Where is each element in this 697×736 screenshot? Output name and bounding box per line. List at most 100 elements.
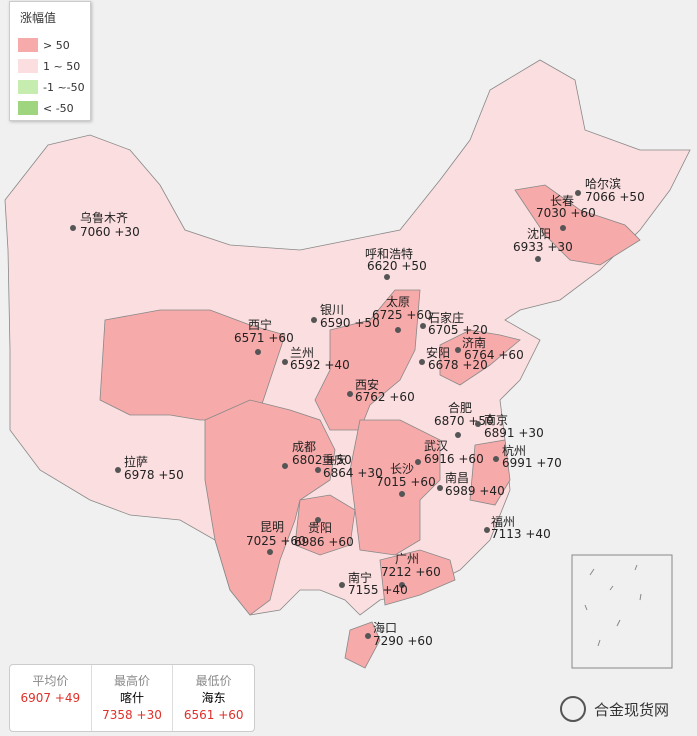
city-price: 6590: [320, 316, 351, 330]
city-value: 7030 +60: [536, 206, 596, 220]
city-price: 6916: [424, 452, 455, 466]
city-name: 呼和浩特: [365, 246, 413, 261]
city-value: 7155 +40: [348, 583, 408, 597]
city-value: 6764 +60: [464, 348, 524, 362]
city-change: +50: [158, 468, 183, 482]
city-dot: [419, 359, 425, 365]
city-dot: [315, 517, 321, 523]
city: 喀什: [120, 691, 145, 705]
city-name: 哈尔滨: [585, 176, 621, 191]
legend-item: > 50: [18, 38, 70, 52]
city-name: 安阳: [426, 345, 450, 360]
city-name: 长沙: [390, 462, 414, 476]
city-price: 7113: [491, 527, 522, 541]
city-dot: [267, 549, 273, 555]
legend: 涨幅值 > 50 1 ~ 50 -1 ~-50 < -50: [9, 1, 91, 121]
city-change: +60: [407, 634, 432, 648]
region-hubei-hunan: [349, 419, 441, 556]
city-price: 6991: [502, 456, 533, 470]
city-change: +60: [570, 206, 595, 220]
city-change: +20: [462, 323, 487, 337]
city-change: +40: [382, 583, 407, 597]
city-price: 6705: [428, 323, 459, 337]
city-change: +30: [357, 466, 382, 480]
city-value: 6933 +30: [513, 240, 573, 254]
city-change: +50: [468, 414, 493, 428]
city-price: 6978: [124, 468, 155, 482]
city-value: 6620 +50: [367, 259, 427, 273]
summary-average: 平均价 6907 +49: [10, 665, 92, 731]
region-guizhou: [294, 494, 356, 556]
city-dot: [455, 347, 461, 353]
city-price: 7290: [373, 634, 404, 648]
legend-item: -1 ~-50: [18, 80, 85, 94]
city-dot: [347, 391, 353, 397]
city-name: 杭州: [502, 443, 526, 458]
city-change: +50: [354, 316, 379, 330]
value: 6561 +60: [183, 708, 244, 722]
city-change: +30: [114, 225, 139, 239]
city-value: 7212 +60: [381, 565, 441, 579]
city-price: 7212: [381, 565, 412, 579]
city-change: +20: [462, 358, 487, 372]
city-dot: [365, 633, 371, 639]
watermark: 合金现货网: [560, 696, 669, 722]
city-dot: [535, 256, 541, 262]
city-value: 6725 +60: [372, 308, 432, 322]
city-name: 拉萨: [124, 454, 148, 469]
city-change: +60: [498, 348, 523, 362]
city-price: 6678: [428, 358, 459, 372]
city-dot: [384, 274, 390, 280]
city-name: 南昌: [445, 470, 469, 485]
city-change: +50: [619, 190, 644, 204]
region-shaanxi-shanxi: [314, 289, 421, 431]
city-value: 6802 +50: [292, 453, 352, 467]
city-dot: [311, 317, 317, 323]
city-price: 6989: [445, 484, 476, 498]
city-name: 海口: [373, 620, 397, 635]
inset-box: [571, 554, 673, 669]
city-change: +60: [415, 565, 440, 579]
value: 7358 +30: [102, 708, 162, 722]
legend-label: < -50: [43, 101, 74, 115]
city-name: 昆明: [260, 520, 284, 534]
city-value: 7066 +50: [585, 190, 645, 204]
city-value: 6592 +40: [290, 358, 350, 372]
city-dot: [484, 527, 490, 533]
city-price: 7015: [376, 475, 407, 489]
city-name: 兰州: [290, 346, 314, 360]
city-value: 6978 +50: [124, 468, 184, 482]
city-value: 6705 +20: [428, 323, 488, 337]
legend-label: -1 ~-50: [43, 80, 85, 94]
summary-panel: 平均价 6907 +49 最高价 喀什 7358 +30 最低价 海东 6561…: [9, 664, 255, 732]
city-name: 西安: [355, 377, 379, 392]
city-change: +60: [406, 308, 431, 322]
city-name: 沈阳: [527, 226, 551, 241]
city-value: 6991 +70: [502, 456, 562, 470]
city-price: 6592: [290, 358, 321, 372]
city-dot: [395, 327, 401, 333]
city-name: 银川: [320, 303, 344, 317]
region-zhejiang: [469, 439, 511, 506]
city-price: 6764: [464, 348, 495, 362]
city-change: +40: [525, 527, 550, 541]
region-jilin: [514, 184, 641, 266]
city-change: +60: [458, 452, 483, 466]
city-name: 长春: [550, 194, 574, 208]
city-dot: [255, 349, 261, 355]
legend-swatch: [18, 101, 38, 115]
city-change: +40: [324, 358, 349, 372]
city-change: +50: [326, 453, 351, 467]
legend-label: > 50: [43, 38, 70, 52]
city-value: 6762 +60: [355, 390, 415, 404]
legend-title: 涨幅值: [20, 11, 57, 25]
region-shandong: [439, 329, 521, 386]
city-price: 6571: [234, 331, 265, 345]
city-price: 6864: [323, 466, 354, 480]
region-sichuan-yunnan: [204, 399, 336, 616]
legend-item: 1 ~ 50: [18, 59, 80, 73]
city-change: +50: [401, 259, 426, 273]
city-name: 太原: [386, 294, 410, 309]
city-value: 6678 +20: [428, 358, 488, 372]
